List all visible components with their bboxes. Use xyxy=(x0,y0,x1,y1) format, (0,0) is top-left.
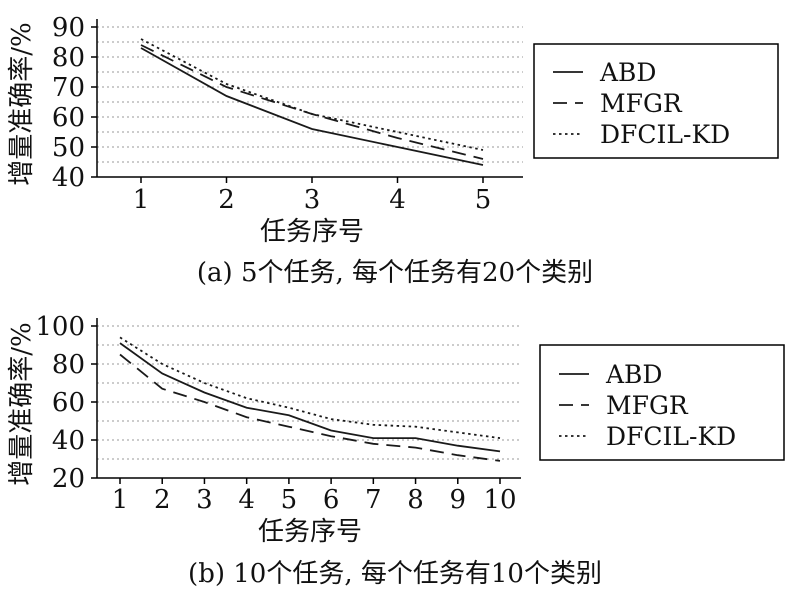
legend-label-dfcil-kd: DFCIL-KD xyxy=(606,422,736,451)
y-tick-label: 100 xyxy=(35,312,85,342)
chart-b-x-axis-title: 任务序号 xyxy=(258,517,362,547)
x-tick-label: 1 xyxy=(112,485,129,515)
chart-a-axes xyxy=(91,19,523,183)
chart-a-y-axis-title: 增量准确率/% xyxy=(7,22,37,185)
chart-a-x-axis-title: 任务序号 xyxy=(260,217,364,247)
chart-b-y-axis-title: 增量准确率/% xyxy=(7,322,37,485)
series-line-abd xyxy=(119,342,501,453)
y-tick-label: 20 xyxy=(52,464,85,494)
chart-b-series-lines xyxy=(119,336,501,462)
x-tick-label: 9 xyxy=(450,485,467,515)
chart-a-x-ticks: 1 2 3 4 5 xyxy=(133,185,492,215)
x-tick-label: 2 xyxy=(154,485,171,515)
series-line-dfcil-kd xyxy=(140,38,484,151)
x-tick-label: 4 xyxy=(238,485,255,515)
chart-b-x-ticks: 1 2 3 4 5 6 7 8 9 10 xyxy=(112,485,517,515)
legend-label-mfgr: MFGR xyxy=(606,391,689,420)
x-tick-label: 3 xyxy=(196,485,213,515)
x-tick-label: 5 xyxy=(281,485,298,515)
x-tick-label: 6 xyxy=(323,485,340,515)
legend-label-dfcil-kd: DFCIL-KD xyxy=(600,120,730,149)
chart-b-axes xyxy=(91,318,521,484)
y-tick-label: 90 xyxy=(52,13,85,43)
chart-b-legend-box xyxy=(539,344,785,461)
chart-a-series-lines xyxy=(140,38,484,166)
x-tick-label: 4 xyxy=(389,185,406,215)
y-tick-label: 80 xyxy=(52,350,85,380)
series-line-mfgr xyxy=(119,353,501,462)
chart-b: 20 40 60 80 100 1 2 3 4 5 6 7 8 9 10 增量准确率/% 任务序号 (b)… xyxy=(7,312,785,589)
series-line-abd xyxy=(140,47,484,166)
x-tick-label: 10 xyxy=(483,485,516,515)
x-tick-label: 5 xyxy=(475,185,492,215)
chart-b-caption: (b) 10个任务, 每个任务有10个类别 xyxy=(188,559,602,589)
legend-label-mfgr: MFGR xyxy=(600,89,683,118)
x-tick-label: 3 xyxy=(304,185,321,215)
legend-label-abd: ABD xyxy=(599,58,656,87)
chart-a-caption: (a) 5个任务, 每个任务有20个类别 xyxy=(197,258,593,288)
x-tick-label: 2 xyxy=(218,185,235,215)
chart-b-y-ticks: 20 40 60 80 100 xyxy=(35,312,85,494)
chart-b-gridlines xyxy=(97,325,521,460)
y-tick-label: 80 xyxy=(52,43,85,73)
x-tick-label: 8 xyxy=(407,485,424,515)
x-tick-label: 1 xyxy=(133,185,150,215)
y-tick-label: 40 xyxy=(52,426,85,456)
y-tick-label: 50 xyxy=(52,133,85,163)
chart-a-legend-box xyxy=(533,43,779,159)
y-tick-label: 70 xyxy=(52,73,85,103)
legend-label-abd: ABD xyxy=(605,360,662,389)
chart-a-gridlines xyxy=(97,26,523,163)
y-tick-label: 60 xyxy=(52,388,85,418)
y-tick-label: 40 xyxy=(52,163,85,193)
x-tick-label: 7 xyxy=(365,485,382,515)
series-line-dfcil-kd xyxy=(119,336,501,439)
y-tick-label: 60 xyxy=(52,103,85,133)
